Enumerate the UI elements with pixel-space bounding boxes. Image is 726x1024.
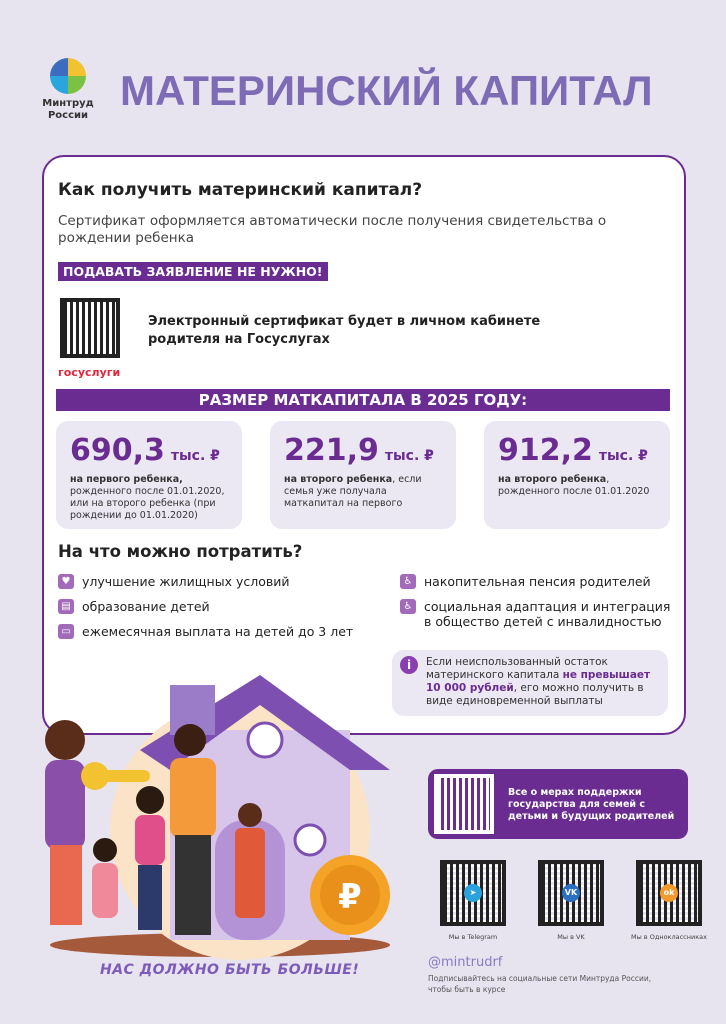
amount-desc-bold: на второго ребенка — [284, 474, 393, 485]
how-text: Сертификат оформляется автоматически пос… — [58, 213, 607, 246]
leftover-note: i Если неиспользованный остаток материнс… — [392, 650, 668, 716]
amount-number: 912,2 — [498, 433, 593, 468]
amount-desc-text: , рожденного после 01.01.2020 — [498, 474, 650, 497]
mintrud-logo: Минтруд России — [38, 58, 98, 122]
amount-description: на второго ребенка, рожденного после 01.… — [498, 474, 656, 498]
no-application-banner: ПОДАВАТЬ ЗАЯВЛЕНИЕ НЕ НУЖНО! — [58, 262, 328, 281]
social-qr-block[interactable]: VK Мы в VK — [526, 860, 616, 941]
social-qr-code[interactable]: VK — [538, 860, 604, 926]
amount-unit: тыс. ₽ — [598, 448, 648, 464]
logo-text: Минтруд — [42, 98, 94, 109]
social-label: Мы в VK — [557, 933, 585, 941]
amount-desc-text: рожденного после 01.01.2020, или на втор… — [70, 486, 225, 521]
slogan: НАС ДОЛЖНО БЫТЬ БОЛЬШЕ! — [100, 962, 360, 978]
subscribe-text: Подписывайтесь на социальные сети Минтру… — [428, 974, 652, 994]
spend-item: ▤ образование детей — [58, 599, 378, 614]
note-text: Если неиспользованный остаток материнско… — [426, 656, 608, 681]
note-highlight: не превышает 10 000 рублей — [426, 669, 651, 694]
social-qr-block[interactable]: ok Мы в Одноклассниках — [624, 860, 714, 941]
book-icon: ▤ — [58, 599, 74, 614]
logo-text: России — [47, 110, 89, 121]
support-qr-code[interactable] — [434, 774, 494, 834]
spend-item-label: улучшение жилищных условий — [82, 574, 290, 589]
house-heart-icon: ♥ — [58, 574, 74, 589]
info-icon: i — [400, 656, 418, 674]
support-text: Все о мерах поддержки государства для се… — [508, 787, 675, 822]
amount-unit: тыс. ₽ — [384, 448, 434, 464]
spend-item-label: ежемесячная выплата на детей до 3 лет — [82, 624, 354, 639]
gosuslugi-logo: госуслуги — [58, 366, 121, 379]
amount-value: 690,3 тыс. ₽ — [70, 433, 228, 468]
amount-card: 912,2 тыс. ₽ на второго ребенка, рожденно… — [484, 421, 670, 529]
family-house-illustration: ₽ — [20, 660, 410, 960]
amount-unit: тыс. ₽ — [170, 448, 220, 464]
spend-item-label: накопительная пенсия родителей — [424, 574, 651, 589]
how-heading: Как получить материнский капитал? — [58, 180, 423, 200]
social-qr-block[interactable]: ➤ Мы в Telegram — [428, 860, 518, 941]
spend-item: ♥ улучшение жилищных условий — [58, 574, 378, 589]
social-label: Мы в Одноклассниках — [631, 933, 707, 941]
spend-item-label: образование детей — [82, 599, 210, 614]
social-label: Мы в Telegram — [448, 933, 498, 941]
wheelchair-icon: ♿ — [400, 599, 416, 614]
gosuslugi-qr-code[interactable] — [60, 298, 120, 358]
amount-card: 221,9 тыс. ₽ на второго ребенка, если сем… — [270, 421, 456, 529]
card-icon: ▭ — [58, 624, 74, 639]
spend-item: ♿ накопительная пенсия родителей — [400, 574, 680, 589]
ecert-text: Электронный сертификат будет в личном ка… — [148, 314, 541, 347]
social-logo-icon: VK — [562, 884, 580, 902]
svg-text:₽: ₽ — [338, 877, 362, 917]
social-handle[interactable]: @mintrudrf — [428, 955, 503, 970]
support-banner: Все о мерах поддержки государства для се… — [428, 769, 688, 839]
page-title: МАТЕРИНСКИЙ КАПИТАЛ — [120, 67, 653, 114]
spend-item: ▭ ежемесячная выплата на детей до 3 лет — [58, 624, 378, 639]
social-qr-code[interactable]: ➤ — [440, 860, 506, 926]
social-qr-code[interactable]: ok — [636, 860, 702, 926]
amount-number: 690,3 — [70, 433, 165, 468]
amount-desc-bold: на первого ребенка, — [70, 474, 183, 485]
spend-item: ♿ социальная адаптация и интеграция в общ… — [400, 599, 680, 629]
amount-number: 221,9 — [284, 433, 379, 468]
spend-heading: На что можно потратить? — [58, 542, 303, 561]
note-text: , его можно получить в виде единовременн… — [426, 682, 644, 707]
spend-item-label: социальная адаптация и интеграция в обще… — [424, 599, 671, 629]
mintrud-emblem-icon — [50, 58, 86, 94]
amounts-heading: РАЗМЕР МАТКАПИТАЛА В 2025 ГОДУ: — [56, 389, 670, 411]
amount-card: 690,3 тыс. ₽ на первого ребенка, рожденно… — [56, 421, 242, 529]
amount-value: 221,9 тыс. ₽ — [284, 433, 442, 468]
rocking-chair-icon: ♿ — [400, 574, 416, 589]
amount-desc-text: , если семья уже получала маткапитал на … — [284, 474, 422, 509]
social-logo-icon: ok — [660, 884, 678, 902]
amount-value: 912,2 тыс. ₽ — [498, 433, 656, 468]
amount-desc-bold: на второго ребенка — [498, 474, 607, 485]
social-logo-icon: ➤ — [464, 884, 482, 902]
amount-description: на первого ребенка, рожденного после 01.… — [70, 474, 228, 522]
amount-description: на второго ребенка, если семья уже получ… — [284, 474, 442, 510]
